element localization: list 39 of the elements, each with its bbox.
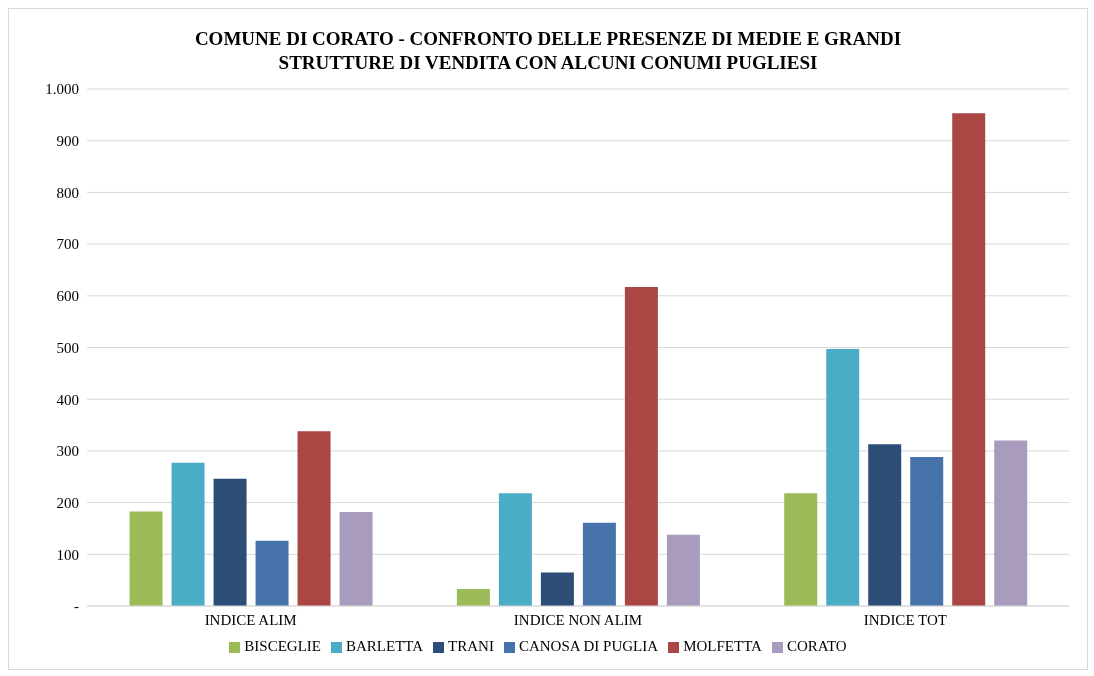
legend-label: CORATO — [786, 638, 847, 654]
y-tick-label: 1.000 — [45, 81, 79, 98]
bar — [624, 287, 658, 606]
bar — [498, 493, 532, 606]
y-tick-label: 300 — [56, 443, 79, 460]
y-tick-label: 800 — [56, 184, 79, 201]
bar — [910, 457, 944, 606]
bar — [456, 588, 490, 606]
bar — [826, 349, 860, 606]
bar — [784, 493, 818, 606]
y-tick-label: 100 — [56, 546, 79, 563]
y-tick-label: 200 — [56, 494, 79, 511]
chart-title: COMUNE DI CORATO - CONFRONTO DELLE PRESENZE DI MEDIE E GRANDI STRUTTURE DI VENDITA CON ALCUNI CONUMI PUGLIESI — [193, 27, 903, 75]
legend-label: BISCEGLIE — [244, 638, 321, 654]
x-tick-label: INDICE NON ALIM — [513, 611, 643, 628]
bar — [129, 511, 163, 606]
bar — [213, 478, 247, 606]
bar — [994, 440, 1028, 606]
bar — [540, 572, 574, 606]
legend-label: BARLETTA — [345, 638, 424, 654]
bar — [297, 431, 331, 606]
bar — [171, 462, 205, 606]
y-tick-label: 400 — [56, 391, 79, 408]
bar — [255, 540, 289, 606]
bar — [952, 113, 986, 606]
legend-label: TRANI — [448, 638, 494, 654]
bar — [868, 444, 902, 606]
x-tick-label: INDICE TOT — [863, 611, 947, 628]
bar — [582, 522, 616, 606]
y-tick-label: 700 — [56, 236, 79, 253]
x-tick-label: INDICE ALIM — [204, 611, 297, 628]
legend-label: MOLFETTA — [683, 638, 762, 654]
bar — [666, 534, 700, 606]
y-tick-label: 600 — [56, 288, 79, 305]
legend-label: CANOSA DI PUGLIA — [518, 638, 659, 654]
bar — [339, 511, 373, 606]
y-tick-label: 900 — [56, 133, 79, 150]
y-tick-label: - — [74, 598, 79, 615]
y-tick-label: 500 — [56, 339, 79, 356]
